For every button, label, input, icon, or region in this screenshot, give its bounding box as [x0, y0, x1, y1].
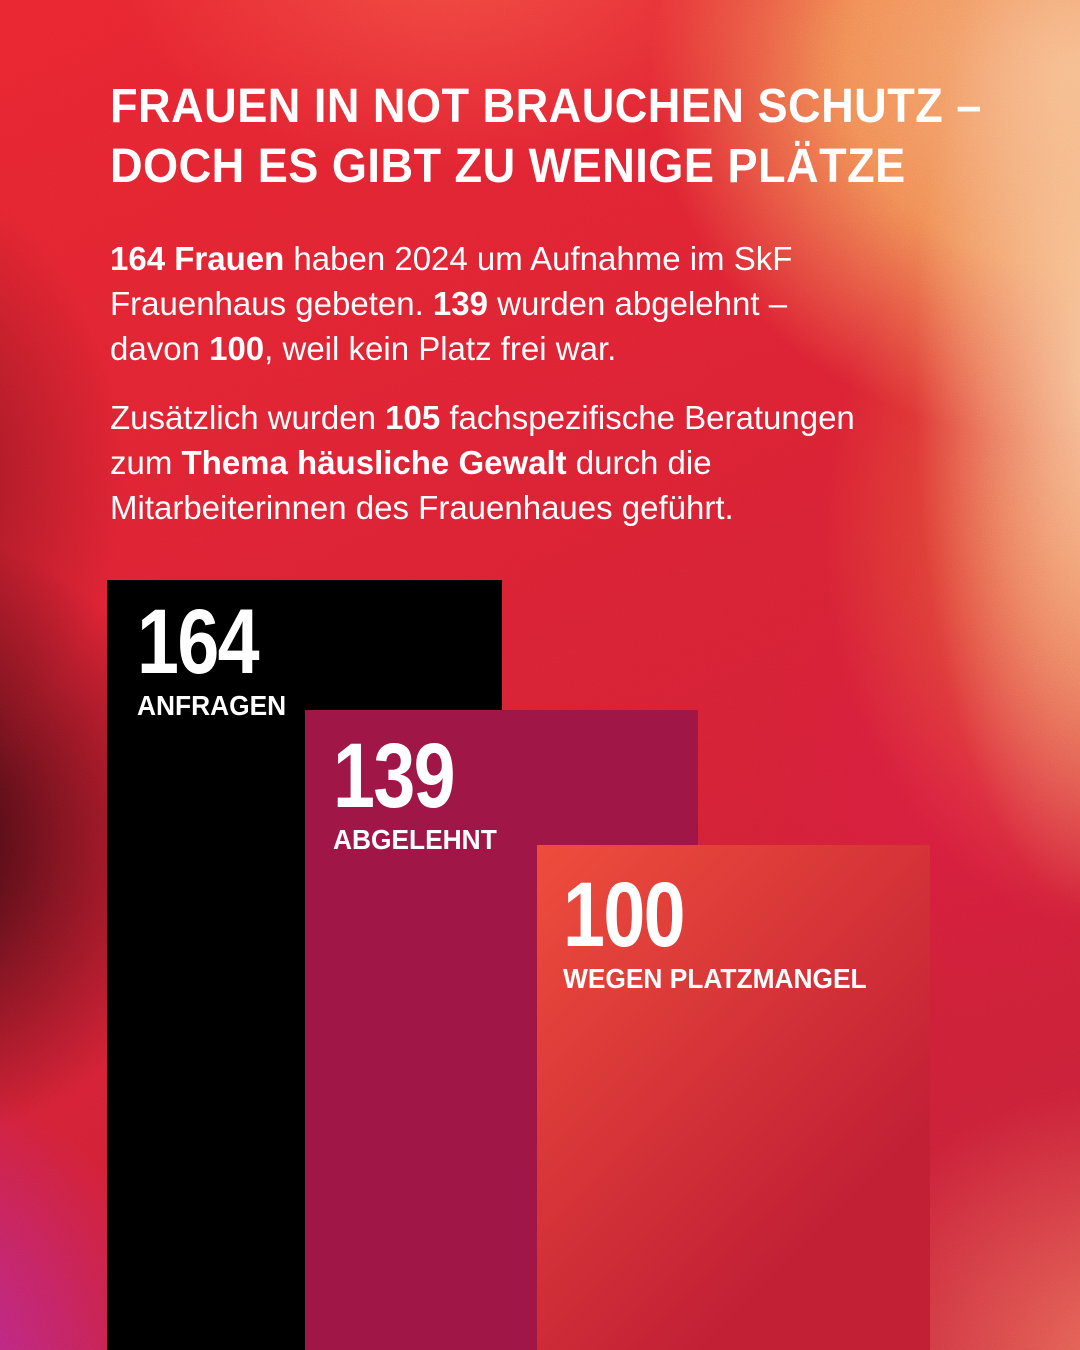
counseling-paragraph: Zusätzlich wurden 105 fachspezifische Be…: [110, 395, 855, 530]
bar-platzmangel: 100 WEGEN PLATZMANGEL: [537, 845, 930, 1350]
bar-value: 139: [333, 725, 456, 827]
headline-line-1: FRAUEN IN NOT BRAUCHEN SCHUTZ –: [110, 80, 982, 133]
intro-paragraph: 164 Frauen haben 2024 um Aufnahme im SkF…: [110, 236, 792, 371]
text-line: zum Thema häusliche Gewalt durch die: [110, 444, 712, 481]
text-line: Frauenhaus gebeten. 139 wurden abgelehnt…: [110, 285, 788, 322]
headline: FRAUEN IN NOT BRAUCHEN SCHUTZ – DOCH ES …: [110, 77, 982, 197]
bar-category-label: WEGEN PLATZMANGEL: [563, 963, 867, 994]
headline-line-2: DOCH ES GIBT ZU WENIGE PLÄTZE: [110, 140, 906, 193]
text-line: Zusätzlich wurden 105 fachspezifische Be…: [110, 399, 855, 436]
bar-value: 164: [137, 591, 260, 693]
text-line: 164 Frauen haben 2024 um Aufnahme im SkF: [110, 240, 793, 277]
bar-value: 100: [563, 864, 686, 966]
text-line: davon 100, weil kein Platz frei war.: [110, 330, 617, 367]
text-line: Mitarbeiterinnen des Frauenhaues geführt…: [110, 489, 734, 526]
